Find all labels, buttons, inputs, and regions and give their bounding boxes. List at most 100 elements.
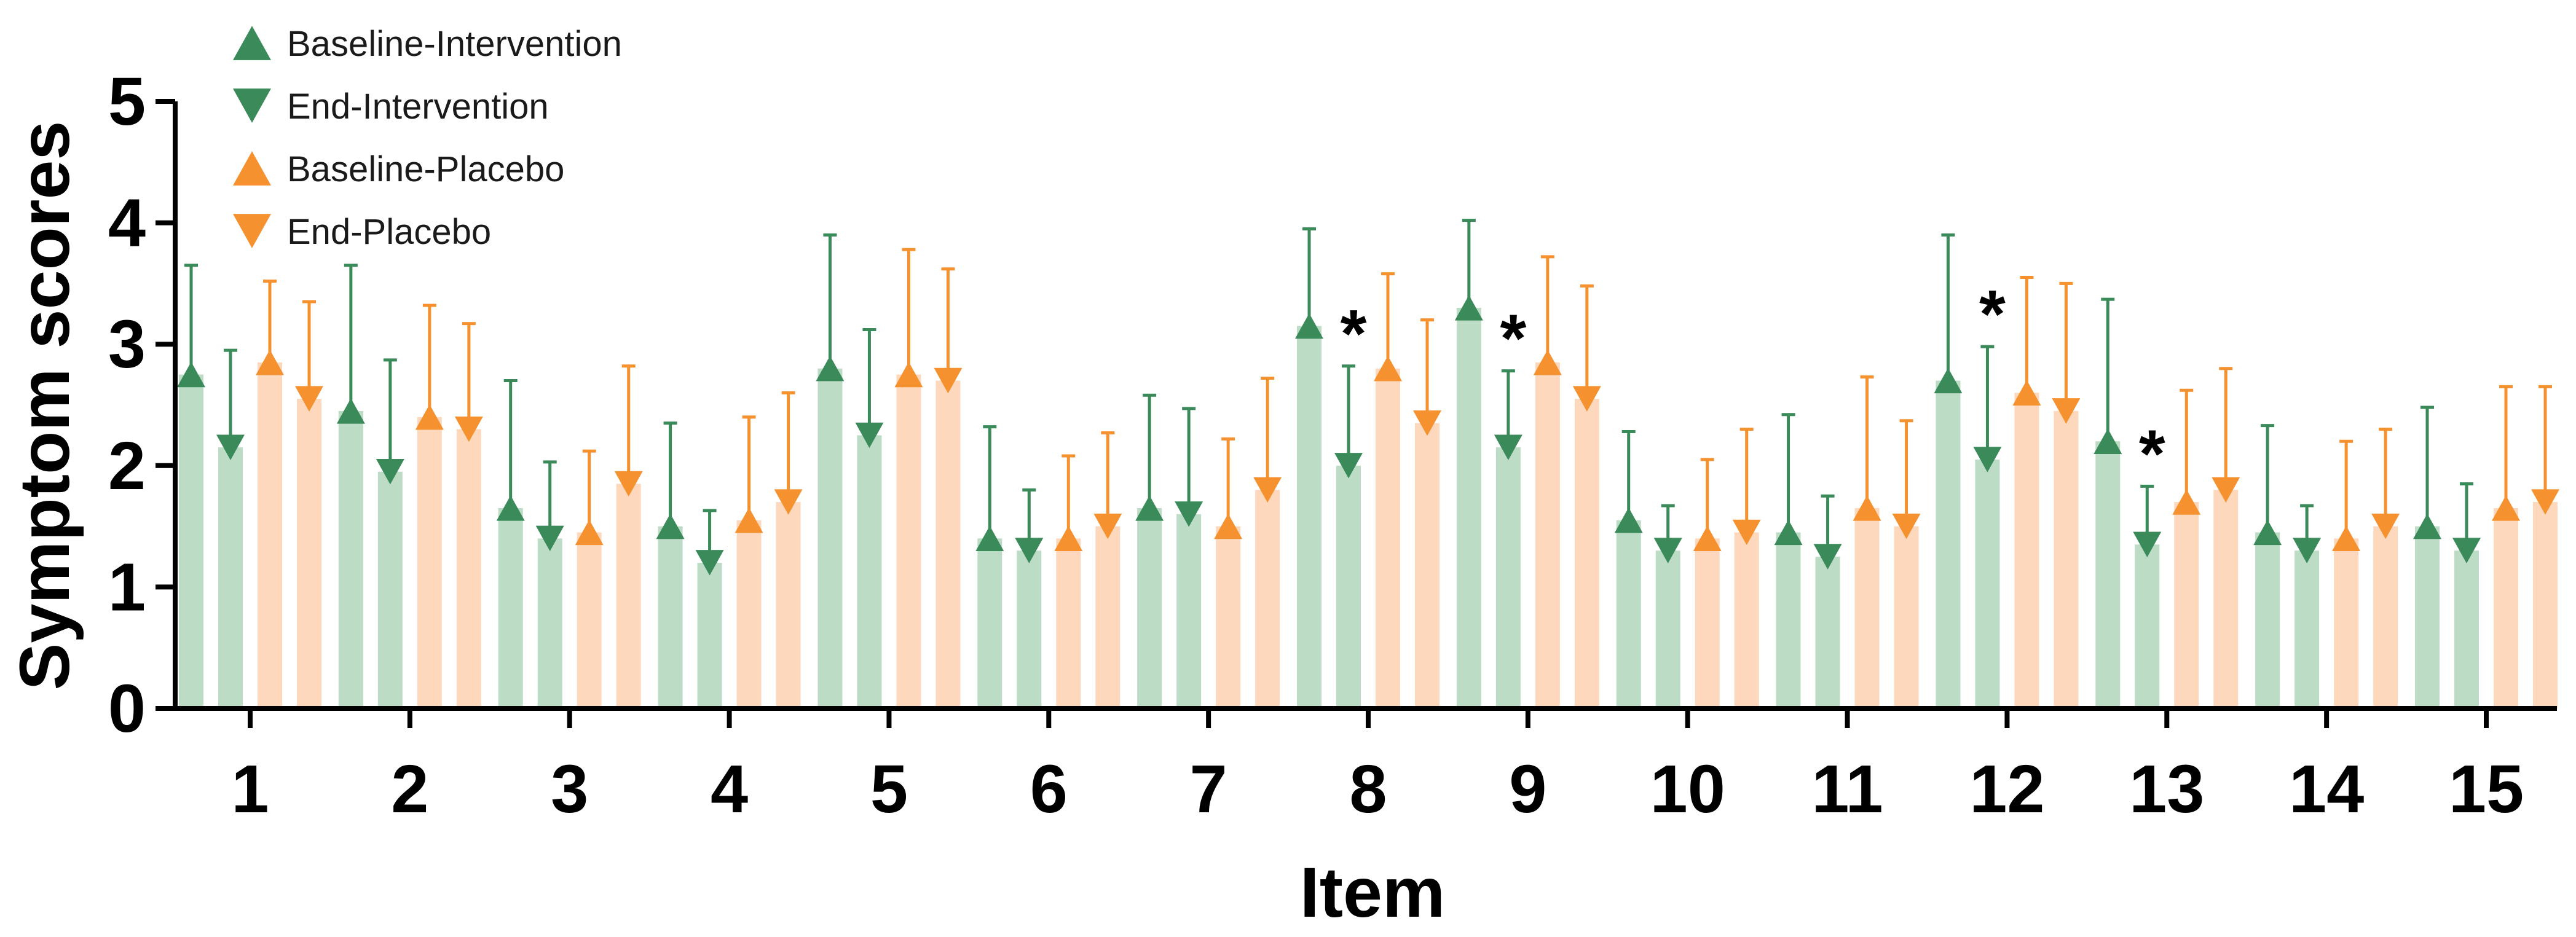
marker-1-14 <box>2452 538 2481 563</box>
marker-3-7 <box>1413 410 1441 436</box>
bar-0-3 <box>658 526 683 708</box>
bar-0-12 <box>2095 441 2121 708</box>
marker-3-6 <box>1253 477 1282 503</box>
marker-1-13 <box>2293 538 2322 563</box>
marker-0-4 <box>816 356 845 382</box>
bar-1-7 <box>1336 465 1361 708</box>
bar-2-2 <box>577 532 602 708</box>
y-tick-label-1: 1 <box>108 549 146 625</box>
marker-2-7 <box>1374 356 1402 382</box>
y-tick-label-4: 4 <box>108 186 146 261</box>
marker-0-7 <box>1295 313 1323 339</box>
marker-1-10 <box>1813 544 1842 570</box>
x-tick-label-14: 15 <box>2449 751 2524 827</box>
marker-0-11 <box>1934 367 1963 394</box>
y-tick-label-3: 3 <box>108 307 146 382</box>
marker-2-5 <box>1054 525 1083 552</box>
marker-3-5 <box>1093 513 1122 539</box>
bar-0-4 <box>817 368 843 708</box>
x-tick-label-4: 5 <box>870 751 908 827</box>
marker-2-3 <box>735 508 763 533</box>
marker-1-11 <box>1973 447 2002 472</box>
marker-2-11 <box>2012 380 2041 406</box>
bar-2-10 <box>1854 508 1880 708</box>
bar-0-8 <box>1456 307 1481 708</box>
bar-2-1 <box>417 417 442 708</box>
bar-0-14 <box>2415 526 2440 708</box>
marker-3-1 <box>454 416 483 442</box>
bar-0-10 <box>1776 532 1801 708</box>
legend-item-2: Baseline-Placebo <box>233 149 564 189</box>
marker-0-9 <box>1614 508 1643 533</box>
bar-1-6 <box>1176 514 1202 708</box>
bar-2-3 <box>736 520 762 708</box>
x-tick-label-8: 9 <box>1509 751 1546 827</box>
legend-label-0: Baseline-Intervention <box>287 24 622 64</box>
marker-2-0 <box>256 350 284 375</box>
bar-3-8 <box>1574 399 1599 708</box>
marker-3-9 <box>1732 519 1761 546</box>
bars-layer <box>177 219 2559 708</box>
marker-3-8 <box>1572 386 1601 412</box>
x-tick-label-10: 11 <box>1811 751 1883 827</box>
bar-1-4 <box>857 435 882 708</box>
bar-1-12 <box>2135 544 2160 708</box>
legend-marker-3 <box>233 214 271 248</box>
bar-3-3 <box>776 502 801 708</box>
x-tick-label-12: 13 <box>2129 751 2204 827</box>
marker-2-4 <box>894 361 923 388</box>
bar-3-4 <box>935 380 961 708</box>
marker-2-8 <box>1533 350 1562 375</box>
marker-0-13 <box>2253 519 2282 546</box>
marker-2-14 <box>2492 495 2520 521</box>
bar-2-4 <box>896 374 921 708</box>
marker-0-3 <box>656 513 685 539</box>
legend-item-1: End-Intervention <box>233 87 549 127</box>
bar-3-0 <box>297 399 321 708</box>
bar-0-7 <box>1297 326 1321 708</box>
x-tick-label-9: 10 <box>1650 751 1725 827</box>
bar-2-11 <box>2014 393 2039 708</box>
x-tick-label-0: 1 <box>231 751 269 827</box>
marker-3-11 <box>2052 398 2081 424</box>
marker-2-9 <box>1693 525 1722 552</box>
marker-1-0 <box>216 434 245 460</box>
bar-2-7 <box>1376 368 1400 708</box>
marker-2-13 <box>2332 525 2361 552</box>
x-tick-label-3: 4 <box>711 751 748 827</box>
marker-0-5 <box>975 525 1004 552</box>
bar-3-6 <box>1255 490 1280 708</box>
bar-0-2 <box>498 508 523 708</box>
marker-0-14 <box>2413 513 2441 539</box>
marker-0-10 <box>1774 519 1803 546</box>
marker-1-6 <box>1175 501 1203 527</box>
y-tick-label-0: 0 <box>108 671 146 747</box>
bar-1-9 <box>1655 551 1680 708</box>
marker-2-10 <box>1853 495 1881 521</box>
marker-3-2 <box>614 471 643 497</box>
bar-2-6 <box>1216 526 1241 708</box>
bar-0-11 <box>1936 380 1961 708</box>
bar-0-6 <box>1137 508 1162 708</box>
marker-0-12 <box>2093 428 2122 454</box>
bar-3-14 <box>2533 502 2558 708</box>
bar-2-0 <box>258 362 282 708</box>
marker-3-13 <box>2371 513 2400 539</box>
marker-3-14 <box>2531 489 2559 515</box>
bar-2-12 <box>2174 502 2199 708</box>
marker-3-3 <box>774 489 803 515</box>
bar-3-5 <box>1095 526 1121 708</box>
marker-3-10 <box>1892 513 1921 539</box>
x-tick-label-7: 8 <box>1349 751 1387 827</box>
legend-marker-0 <box>233 26 271 60</box>
marker-1-9 <box>1653 538 1682 563</box>
legend: Baseline-Intervention End-Intervention Bas… <box>233 24 622 252</box>
bar-2-9 <box>1695 538 1720 708</box>
bar-0-0 <box>179 374 203 708</box>
bar-2-13 <box>2334 538 2359 708</box>
bar-2-14 <box>2494 508 2518 708</box>
bar-0-1 <box>338 410 363 708</box>
legend-item-0: Baseline-Intervention <box>233 24 622 64</box>
